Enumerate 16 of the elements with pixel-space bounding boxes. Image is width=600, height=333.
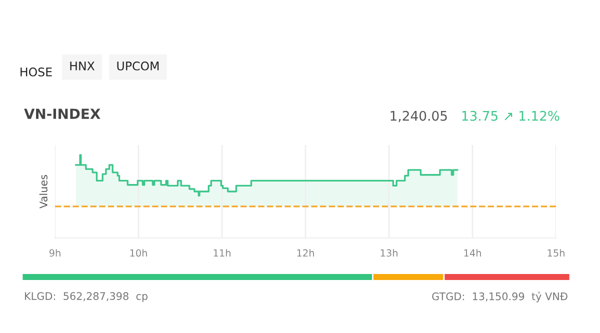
text: 13.75 ↗ 1.12% [462,110,560,121]
x-tick-label: 11h [214,249,230,256]
text: HOSE [20,67,52,76]
chart-title: VN-INDEX [24,108,100,119]
x-tick-label: 12h [297,249,314,256]
x-tick-label: 13h [380,249,398,257]
text: UPCOM [117,61,159,70]
text: GTGD: 13,150.99 tỷ VNĐ [432,292,568,302]
text: KLGD: 562,287,398 cp [25,292,148,302]
text: HNX [70,62,95,70]
y-axis-title: Values [39,174,48,208]
x-tick-label: 9h [49,249,60,257]
x-tick-label: 10h [130,249,147,257]
text: 1,240.05 [390,110,447,122]
x-tick-label: 15h [548,249,564,257]
x-tick-label: 14h [464,249,481,256]
